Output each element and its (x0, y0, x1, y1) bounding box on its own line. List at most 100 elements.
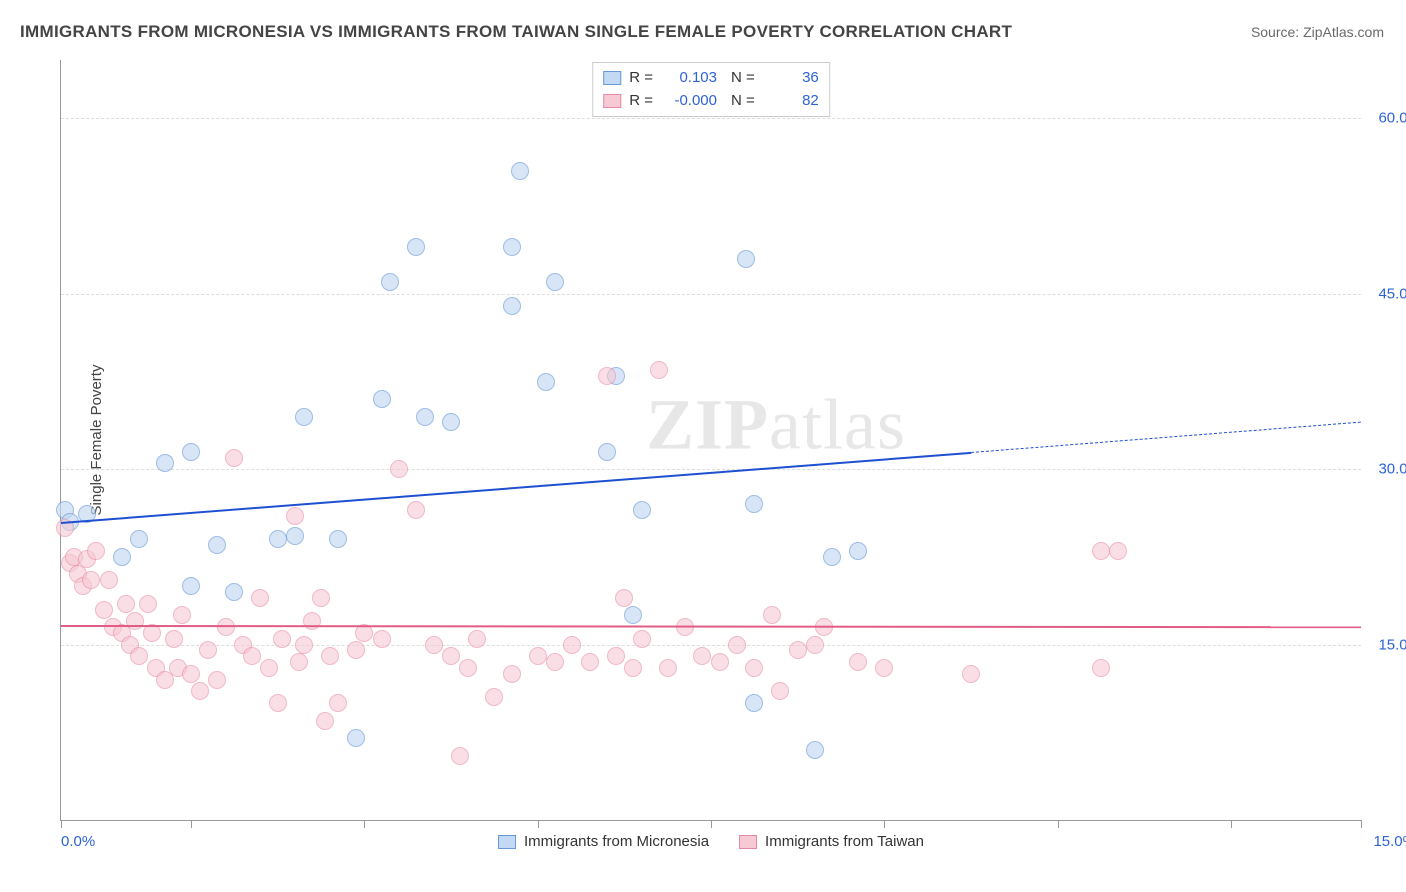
x-tick (1058, 820, 1059, 828)
x-axis-min-label: 0.0% (61, 833, 95, 850)
swatch-micronesia (603, 71, 621, 85)
x-tick (538, 820, 539, 828)
data-point (390, 460, 408, 478)
data-point (373, 630, 391, 648)
grid-line (61, 294, 1361, 295)
data-point (82, 571, 100, 589)
data-point (875, 659, 893, 677)
r-value-taiwan: -0.000 (661, 90, 717, 113)
data-point (529, 647, 547, 665)
data-point (113, 548, 131, 566)
data-point (243, 647, 261, 665)
data-point (451, 747, 469, 765)
data-point (607, 647, 625, 665)
n-value-taiwan: 82 (763, 90, 819, 113)
data-point (806, 741, 824, 759)
n-label: N = (731, 90, 755, 113)
data-point (295, 408, 313, 426)
swatch-taiwan (603, 94, 621, 108)
x-tick (1361, 820, 1362, 828)
legend-row-micronesia: R = 0.103 N = 36 (603, 67, 819, 90)
data-point (745, 659, 763, 677)
data-point (321, 647, 339, 665)
data-point (182, 443, 200, 461)
y-axis-title: Single Female Poverty (88, 365, 105, 516)
data-point (269, 694, 287, 712)
x-tick (884, 820, 885, 828)
grid-line (61, 645, 1361, 646)
y-tick-label: 15.0% (1366, 636, 1406, 653)
data-point (251, 589, 269, 607)
data-point (225, 583, 243, 601)
data-point (598, 367, 616, 385)
data-point (728, 636, 746, 654)
data-point (208, 671, 226, 689)
data-point (745, 495, 763, 513)
data-point (581, 653, 599, 671)
n-label: N = (731, 67, 755, 90)
data-point (269, 530, 287, 548)
r-label: R = (629, 67, 653, 90)
data-point (823, 548, 841, 566)
x-tick (61, 820, 62, 828)
data-point (199, 641, 217, 659)
watermark-bold: ZIP (646, 384, 769, 464)
data-point (693, 647, 711, 665)
data-point (659, 659, 677, 677)
r-value-micronesia: 0.103 (661, 67, 717, 90)
data-point (286, 527, 304, 545)
data-point (1092, 542, 1110, 560)
data-point (407, 501, 425, 519)
data-point (407, 238, 425, 256)
data-point (182, 577, 200, 595)
grid-line (61, 118, 1361, 119)
data-point (191, 682, 209, 700)
data-point (1092, 659, 1110, 677)
watermark: ZIPatlas (646, 383, 906, 466)
legend-label-micronesia: Immigrants from Micronesia (524, 833, 709, 850)
r-label: R = (629, 90, 653, 113)
x-tick (191, 820, 192, 828)
data-point (100, 571, 118, 589)
data-point (962, 665, 980, 683)
data-point (442, 413, 460, 431)
data-point (126, 612, 144, 630)
data-point (117, 595, 135, 613)
data-point (598, 443, 616, 461)
data-point (87, 542, 105, 560)
data-point (286, 507, 304, 525)
x-tick (364, 820, 365, 828)
data-point (225, 449, 243, 467)
data-point (316, 712, 334, 730)
data-point (139, 595, 157, 613)
data-point (303, 612, 321, 630)
data-point (208, 536, 226, 554)
data-point (273, 630, 291, 648)
data-point (615, 589, 633, 607)
grid-line (61, 469, 1361, 470)
data-point (165, 630, 183, 648)
data-point (789, 641, 807, 659)
data-point (624, 659, 642, 677)
data-point (260, 659, 278, 677)
data-point (711, 653, 729, 671)
source-label: Source: ZipAtlas.com (1251, 24, 1384, 40)
data-point (745, 694, 763, 712)
data-point (503, 297, 521, 315)
data-point (95, 601, 113, 619)
data-point (763, 606, 781, 624)
data-point (173, 606, 191, 624)
data-point (290, 653, 308, 671)
data-point (381, 273, 399, 291)
data-point (468, 630, 486, 648)
data-point (633, 501, 651, 519)
data-point (849, 653, 867, 671)
data-point (849, 542, 867, 560)
data-point (459, 659, 477, 677)
swatch-micronesia (498, 835, 516, 849)
plot-area: ZIPatlas Single Female Poverty 15.0%30.0… (60, 60, 1361, 821)
data-point (633, 630, 651, 648)
data-point (485, 688, 503, 706)
data-point (130, 530, 148, 548)
data-point (546, 273, 564, 291)
